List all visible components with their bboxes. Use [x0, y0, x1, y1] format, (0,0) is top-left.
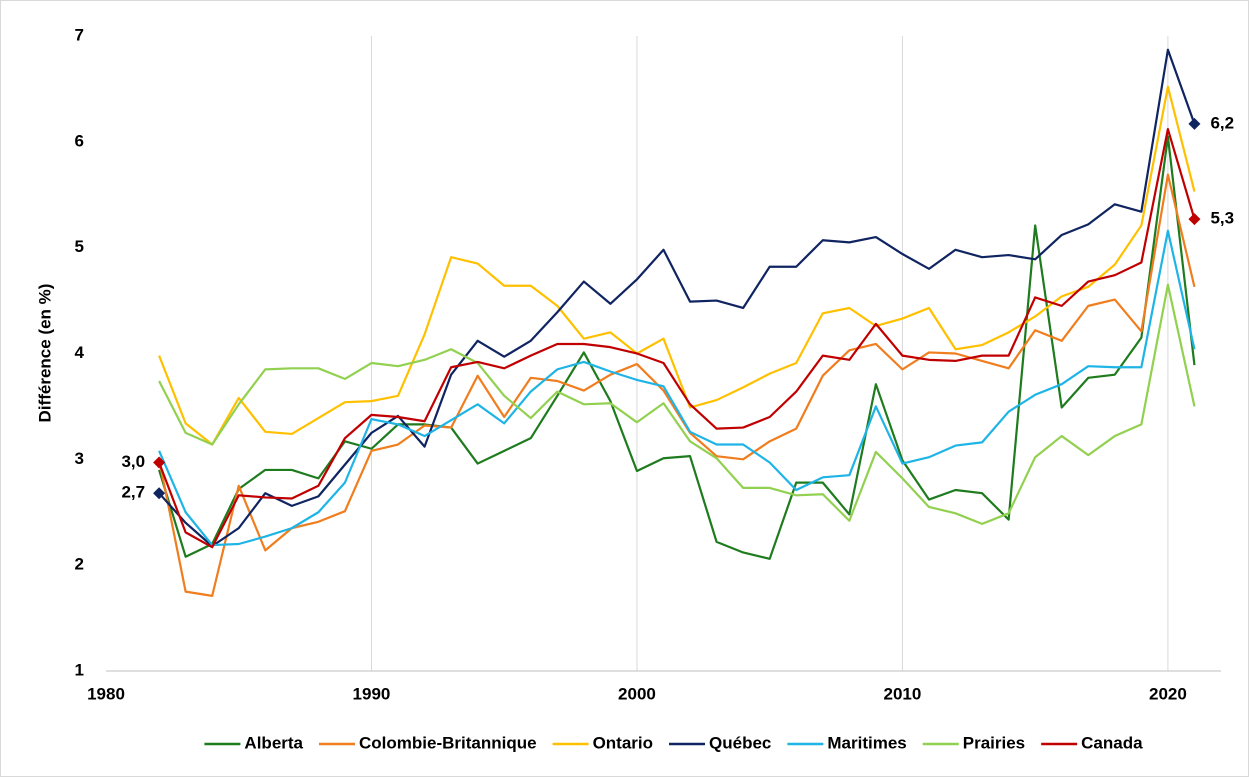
legend-label: Québec [709, 733, 771, 752]
data-label: 3,0 [121, 452, 145, 471]
series-line [158, 48, 1196, 548]
legend-label: Ontario [593, 733, 653, 752]
series-line [158, 283, 1196, 525]
point-marker [1188, 117, 1201, 130]
data-label: 2,7 [121, 483, 145, 502]
legend-label: Colombie-Britannique [359, 733, 537, 752]
y-tick-label: 5 [75, 237, 84, 256]
data-label: 5,3 [1210, 209, 1234, 228]
legend: Alberta Colombie-Britannique Ontario Québec… [204, 733, 1143, 752]
x-tick-label: 2010 [884, 684, 922, 703]
series-line [158, 173, 1196, 597]
data-label: 6,2 [1210, 113, 1234, 132]
point-marker [153, 487, 166, 500]
x-tick-label: 1980 [87, 684, 125, 703]
legend-label: Alberta [244, 733, 303, 752]
point-marker [153, 456, 166, 469]
y-tick-label: 6 [75, 131, 84, 150]
y-tick-label: 3 [75, 449, 84, 468]
y-tick-label: 7 [75, 25, 84, 44]
legend-label: Prairies [963, 733, 1025, 752]
legend-label: Maritimes [827, 733, 906, 752]
y-tick-label: 4 [75, 343, 85, 362]
x-tick-label: 1990 [353, 684, 391, 703]
point-marker [1188, 213, 1201, 226]
series-line [158, 229, 1196, 547]
x-tick-label: 2000 [618, 684, 656, 703]
y-tick-label: 1 [75, 660, 84, 679]
y-axis-label: Différence (en %) [35, 284, 54, 423]
x-tick-label: 2020 [1149, 684, 1187, 703]
legend-label: Canada [1081, 733, 1143, 752]
y-tick-label: 2 [75, 555, 84, 574]
series-line [158, 128, 1196, 549]
